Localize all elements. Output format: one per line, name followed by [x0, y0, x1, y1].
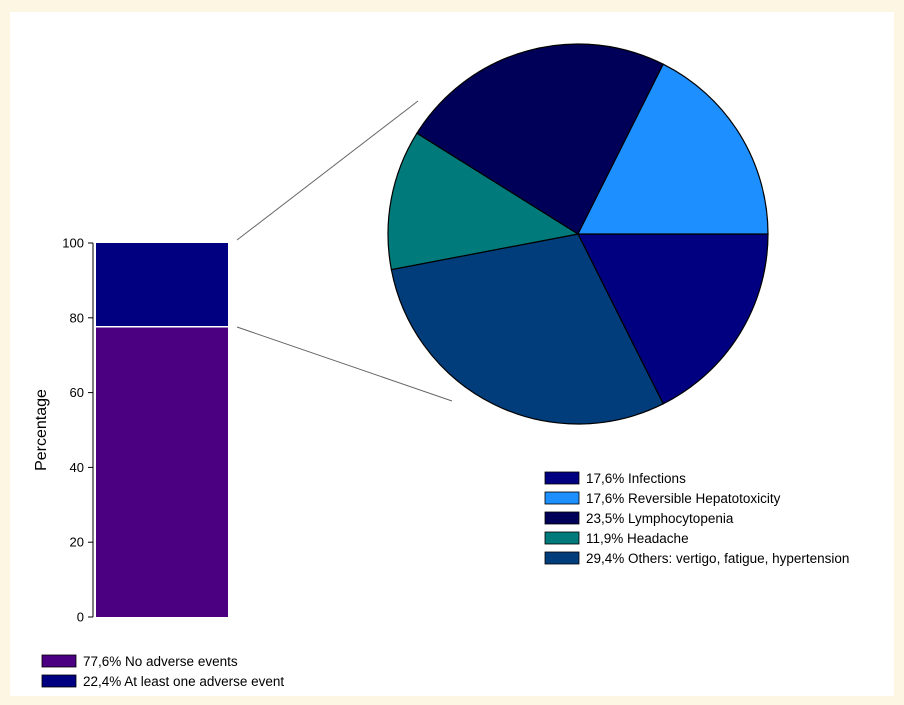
- y-axis-label: Percentage: [33, 389, 50, 471]
- pie-slice: [390, 233, 664, 425]
- y-tick-label: 60: [70, 385, 84, 400]
- bar-segment: [96, 326, 228, 617]
- connector-line-bottom: [236, 326, 453, 402]
- y-tick-label: 0: [77, 610, 84, 625]
- legend-swatch: [544, 491, 580, 505]
- bar-segment: [96, 243, 228, 327]
- y-tick-label: 20: [70, 535, 84, 550]
- legend-swatch: [544, 471, 580, 485]
- legend-label: 11,9% Headache: [586, 531, 689, 546]
- legend-swatch: [41, 674, 77, 688]
- legend-label: 22,4% At least one adverse event: [83, 674, 284, 689]
- stacked-bar: [96, 243, 228, 617]
- pie-slice: [577, 233, 769, 405]
- y-ticks: 0 20 40 60 80 100: [62, 236, 93, 625]
- pie-legend: 17,6% Infections 17,6% Reversible Hepatot…: [544, 471, 849, 566]
- pie-chart: [387, 43, 769, 425]
- y-tick-label: 80: [70, 310, 84, 325]
- legend-label: 17,6% Infections: [586, 471, 686, 486]
- legend-label: 17,6% Reversible Hepatotoxicity: [586, 491, 781, 506]
- pie-slice: [387, 132, 580, 271]
- legend-swatch: [544, 551, 580, 565]
- y-tick-label: 40: [70, 460, 84, 475]
- y-tick-label: 100: [62, 236, 84, 251]
- legend-label: 23,5% Lymphocytopenia: [586, 511, 734, 526]
- legend-swatch: [544, 531, 580, 545]
- legend-label: 29,4% Others: vertigo, fatigue, hyperten…: [586, 551, 849, 566]
- bar-legend: 77,6% No adverse events 22,4% At least on…: [41, 654, 284, 689]
- legend-label: 77,6% No adverse events: [83, 654, 238, 669]
- legend-swatch: [41, 654, 77, 668]
- connector-line-top: [236, 100, 419, 241]
- legend-swatch: [544, 511, 580, 525]
- pie-slice: [577, 63, 769, 235]
